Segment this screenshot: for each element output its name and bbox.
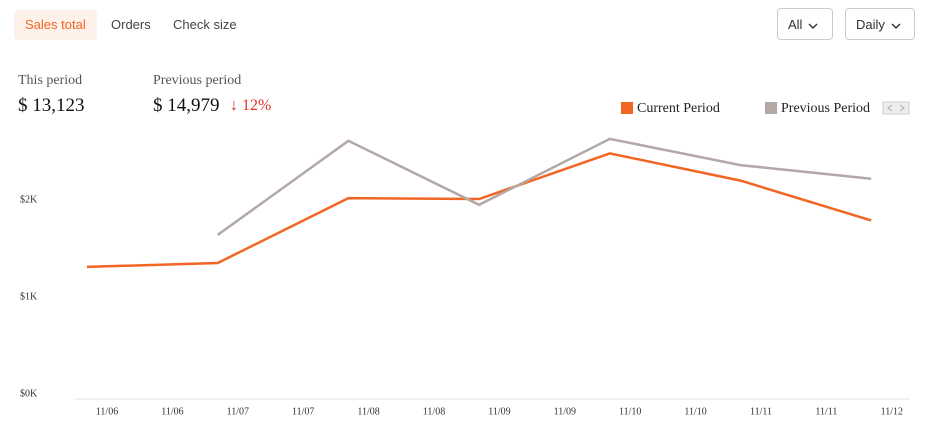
x-tick-label: 11/06: [96, 406, 118, 417]
legend-swatch: [765, 102, 777, 114]
line-series: [216, 137, 872, 236]
x-tick-label: 11/09: [554, 406, 576, 417]
y-tick-label: $0K: [20, 388, 38, 399]
chevron: [891, 23, 901, 29]
stat-value: $ 13,123: [18, 95, 85, 116]
x-tick-label: 11/08: [357, 406, 379, 417]
x-tick-label: 11/07: [227, 406, 249, 417]
tab[interactable]: Orders: [111, 17, 151, 32]
filter-dropdown[interactable]: All: [777, 8, 833, 40]
legend-label: Previous Period: [781, 101, 870, 116]
x-tick-label: 11/07: [292, 406, 314, 417]
stat-change: ↓ 12%: [230, 97, 272, 114]
legend-pager[interactable]: [882, 101, 910, 115]
line-series: [86, 152, 872, 269]
x-tick-label: 11/06: [161, 406, 183, 417]
x-tick-label: 11/10: [684, 406, 706, 417]
x-tick-label: 11/09: [488, 406, 510, 417]
x-tick-label: 11/12: [881, 406, 903, 417]
legend-label: Current Period: [637, 101, 720, 116]
x-tick-label: 11/10: [619, 406, 641, 417]
stat-value: $ 14,979: [153, 95, 220, 116]
x-tick-label: 11/11: [815, 406, 837, 417]
x-tick-label: 11/11: [750, 406, 772, 417]
tab[interactable]: Sales total: [14, 10, 97, 40]
period-dropdown[interactable]: Daily: [845, 8, 915, 40]
filter-text: Daily: [856, 17, 885, 32]
x-tick-label: 11/08: [423, 406, 445, 417]
legend-pager-arrows: [887, 104, 905, 112]
y-tick-label: $1K: [20, 291, 38, 302]
stat-label: Previous period: [153, 73, 242, 88]
tab[interactable]: Check size: [173, 17, 237, 32]
filter-text: All: [788, 17, 803, 32]
stat-label: This period: [18, 73, 83, 88]
y-tick-label: $2K: [20, 194, 38, 205]
legend-swatch: [621, 102, 633, 114]
chevron: [808, 23, 818, 29]
